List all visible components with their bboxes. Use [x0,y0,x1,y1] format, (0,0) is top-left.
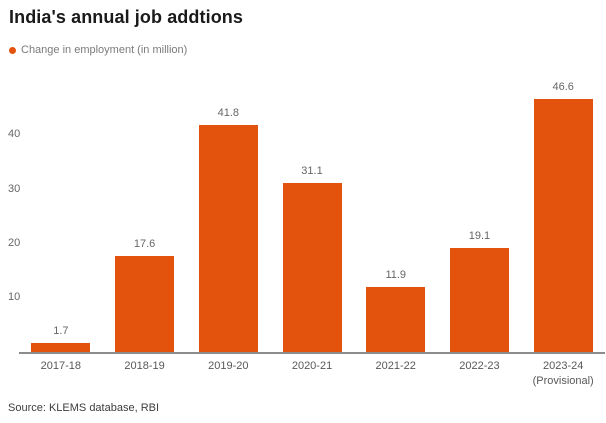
y-axis-tick-label: 30 [8,182,21,195]
bar-group: 17.6 [103,75,187,352]
x-axis-label: 2022-23 [459,360,500,372]
bar-group: 19.1 [438,75,522,352]
x-axis-line [19,352,605,354]
bar-group: 1.7 [19,75,103,352]
bar-value-label: 41.8 [217,106,239,119]
bar-value-label: 17.6 [133,238,156,251]
bar [198,125,258,352]
bar-group: 31.1 [270,75,354,352]
bar-group: 46.6 [521,75,605,352]
x-axis-label: 2023-24 (Provisional) [532,360,594,387]
bar-group: 41.8 [186,75,270,352]
plot-area: 1.7 17.6 41.8 31.1 11.9 19.1 46.6 [19,75,605,352]
bar-value-label: 46.6 [552,80,574,93]
bar-group: 11.9 [354,75,438,352]
source-note: Source: KLEMS database, RBI [8,402,160,414]
bar-value-label: 11.9 [385,269,407,282]
chart-title: India's annual job addtions [9,7,243,27]
legend-dot-icon [9,46,16,54]
bar [366,287,426,352]
bar-value-label: 1.7 [53,324,69,337]
x-axis-label: 2021-22 [375,360,416,372]
x-axis-label: 2019-20 [208,360,249,372]
x-axis-label: 2017-18 [40,360,82,372]
x-axis-label: 2020-21 [291,360,333,372]
legend: Change in employment (in million) [9,44,187,56]
bar [533,98,593,352]
bar [449,248,509,352]
x-axis-labels: 2017-18 2018-19 2019-20 2020-21 2021-22 2022-… [19,359,605,389]
bar [31,342,91,352]
y-axis-tick-label: 10 [8,291,21,304]
bar-value-label: 31.1 [301,165,323,178]
x-axis-label: 2018-19 [124,360,165,372]
y-axis-tick-label: 20 [8,236,21,249]
y-axis-tick-label: 40 [8,128,21,141]
bar [282,183,342,352]
bar-value-label: 19.1 [468,230,491,243]
legend-label: Change in employment (in million) [21,44,188,56]
bar [115,256,175,352]
